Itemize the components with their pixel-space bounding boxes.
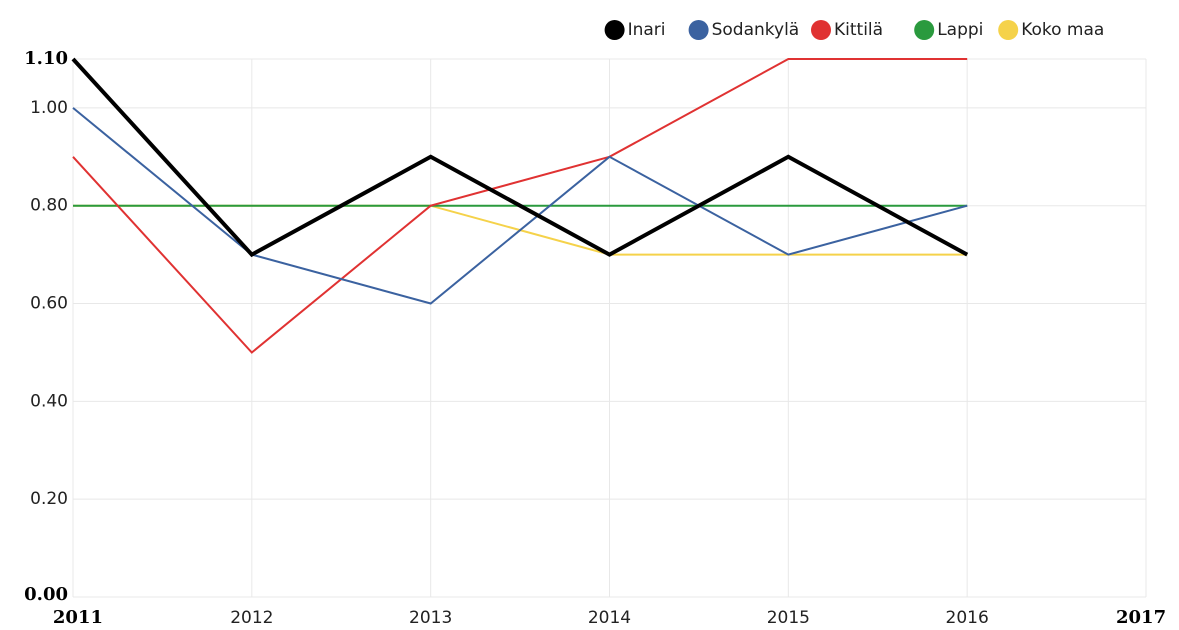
x-tick-label: 2014 xyxy=(588,608,631,628)
legend-marker xyxy=(811,20,831,40)
legend-marker xyxy=(998,20,1019,40)
series-line xyxy=(72,58,968,354)
x-tick-label: 2015 xyxy=(767,608,810,628)
legend-label: Inari xyxy=(628,20,666,40)
legend-marker xyxy=(688,20,709,40)
y-tick-label: 0.20 xyxy=(30,489,68,509)
y-tick-label: 0.60 xyxy=(30,294,68,314)
x-tick-label: 2011 xyxy=(53,607,103,628)
y-tick-label: 0.40 xyxy=(30,391,68,411)
y-tick-label: 1.00 xyxy=(30,98,68,118)
legend-marker xyxy=(604,20,625,40)
legend-label: Kittilä xyxy=(834,20,883,40)
legend-label: Sodankylä xyxy=(712,20,800,40)
series-line xyxy=(71,57,969,258)
x-tick-label: 2017 xyxy=(1116,607,1166,628)
y-tick-label: 0.80 xyxy=(30,196,68,216)
legend-marker xyxy=(914,20,935,40)
x-tick-label: 2012 xyxy=(230,608,273,628)
y-tick-label: 0.00 xyxy=(24,584,68,605)
series-line xyxy=(72,107,968,305)
x-tick-label: 2013 xyxy=(409,608,452,628)
y-tick-label: 1.10 xyxy=(24,48,68,69)
legend-label: Koko maa xyxy=(1021,20,1104,40)
legend-label: Lappi xyxy=(937,20,983,40)
x-tick-label: 2016 xyxy=(946,608,989,628)
